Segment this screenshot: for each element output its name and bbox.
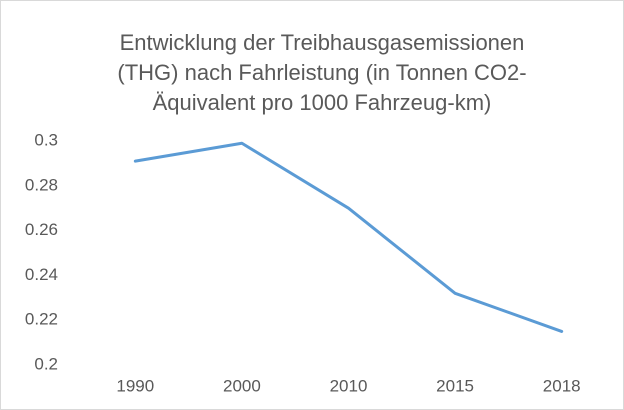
y-tick-label: 0.3: [34, 130, 58, 149]
y-tick-label: 0.28: [25, 175, 58, 194]
y-tick-label: 0.26: [25, 220, 58, 239]
chart-title: Äquivalent pro 1000 Fahrzeug-km): [153, 90, 492, 115]
x-tick-label: 2015: [436, 376, 474, 395]
x-tick-label: 2010: [330, 376, 368, 395]
x-tick-label: 2000: [223, 376, 261, 395]
y-tick-label: 0.24: [25, 265, 58, 284]
y-tick-label: 0.22: [25, 310, 58, 329]
x-tick-label: 2018: [543, 376, 581, 395]
y-tick-label: 0.2: [34, 354, 58, 373]
chart-title: Entwicklung der Treibhausgasemissionen: [120, 30, 525, 55]
chart-title: (THG) nach Fahrleistung (in Tonnen CO2-: [117, 60, 526, 85]
x-tick-label: 1990: [116, 376, 154, 395]
data-line: [133, 141, 564, 333]
